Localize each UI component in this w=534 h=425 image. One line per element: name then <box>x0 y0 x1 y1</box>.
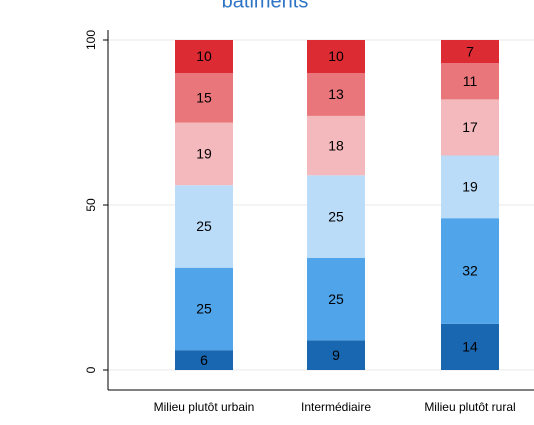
bar-segment <box>441 99 499 156</box>
data-label: 15 <box>196 89 212 105</box>
data-label: 10 <box>328 48 344 64</box>
bar-segment <box>307 40 365 73</box>
bar-segment <box>441 40 499 64</box>
bar-segment <box>175 267 233 351</box>
bar-segment <box>441 323 499 370</box>
data-label: 6 <box>200 352 208 368</box>
data-label: 25 <box>196 301 212 317</box>
bar-segment <box>175 350 233 370</box>
data-label: 13 <box>328 86 344 102</box>
bar-segment <box>307 115 365 176</box>
bar-segment <box>307 175 365 258</box>
x-tick-label: Milieu plutôt rural <box>424 400 515 414</box>
y-tick-label: 0 <box>84 366 98 373</box>
bar-segment <box>307 257 365 341</box>
bar-segment <box>441 218 499 324</box>
y-tick-label: 50 <box>84 198 98 212</box>
bar-segment <box>175 40 233 73</box>
data-label: 25 <box>328 291 344 307</box>
data-label: 11 <box>463 73 478 89</box>
data-label: 19 <box>462 179 478 195</box>
data-label: 9 <box>332 347 340 363</box>
data-label: 17 <box>462 119 478 135</box>
data-label: 10 <box>196 48 212 64</box>
bar-segment <box>175 73 233 123</box>
data-label: 14 <box>462 339 478 355</box>
data-label: 19 <box>196 146 212 162</box>
data-label: 18 <box>328 137 344 153</box>
data-label: 7 <box>466 43 474 59</box>
bar-segment <box>441 155 499 219</box>
bar-segment <box>175 185 233 268</box>
x-tick-label: Milieu plutôt urbain <box>154 400 255 414</box>
bar-segment <box>441 63 499 100</box>
data-label: 25 <box>196 218 212 234</box>
chart-title: bâtiments <box>222 0 309 12</box>
data-label: 32 <box>462 263 478 279</box>
data-label: 25 <box>328 208 344 224</box>
bar-segment <box>175 122 233 186</box>
y-tick-label: 100 <box>84 30 98 50</box>
bar-segment <box>307 73 365 116</box>
bar-segment <box>307 340 365 370</box>
x-tick-label: Intermédiaire <box>301 400 371 414</box>
